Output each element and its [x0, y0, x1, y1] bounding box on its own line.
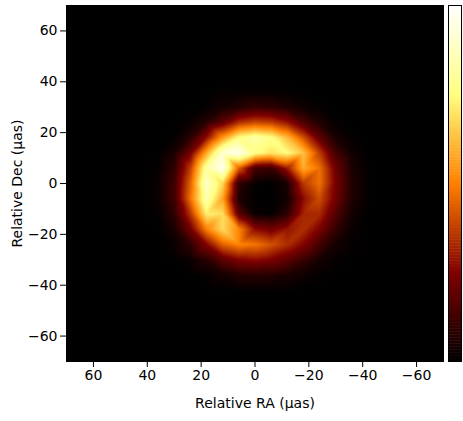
svg-text:20: 20	[192, 367, 210, 383]
svg-text:0: 0	[251, 367, 260, 383]
svg-text:Relative RA (μas): Relative RA (μas)	[195, 395, 315, 411]
svg-text:0: 0	[49, 175, 58, 191]
svg-text:40: 40	[40, 73, 58, 89]
svg-text:−60: −60	[402, 367, 432, 383]
svg-text:−40: −40	[28, 277, 58, 293]
svg-text:Relative Dec (μas): Relative Dec (μas)	[9, 119, 25, 247]
svg-text:−20: −20	[294, 367, 324, 383]
svg-text:60: 60	[85, 367, 103, 383]
svg-text:−40: −40	[348, 367, 378, 383]
svg-text:40: 40	[138, 367, 156, 383]
svg-text:20: 20	[40, 124, 58, 140]
svg-text:−60: −60	[28, 328, 58, 344]
svg-text:−20: −20	[28, 226, 58, 242]
svg-text:60: 60	[40, 22, 58, 38]
